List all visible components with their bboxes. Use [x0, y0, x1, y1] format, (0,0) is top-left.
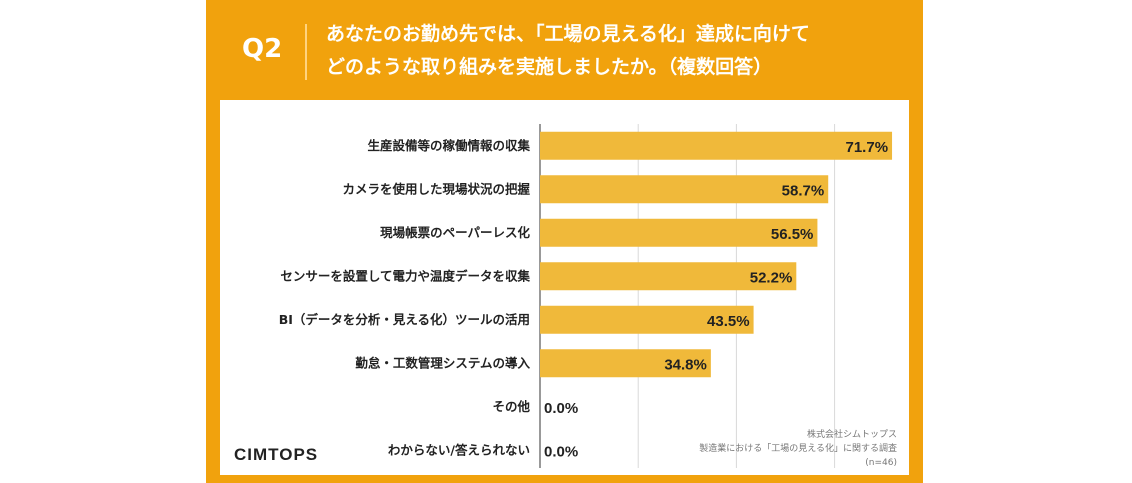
question-title: あなたのお勤め先では、「工場の見える化」達成に向けて どのような取り組みを実施し…	[326, 18, 906, 84]
category-label: センサーを設置して電力や温度データを収集	[280, 268, 530, 283]
category-label: 勤怠・工数管理システムの導入	[355, 355, 530, 370]
data-label: 0.0%	[544, 400, 578, 417]
header-divider	[305, 24, 307, 80]
data-label: 43.5%	[707, 313, 750, 330]
question-number: Q2	[242, 34, 283, 64]
category-label: カメラを使用した現場状況の把握	[342, 181, 530, 196]
data-label: 71.7%	[846, 139, 889, 156]
bar	[540, 262, 797, 291]
data-label: 56.5%	[771, 226, 814, 243]
bar	[540, 349, 711, 378]
bar-chart: 生産設備等の稼働情報の収集 71.7% カメラを使用した現場状況の把握 58.7% 現場…	[279, 124, 893, 468]
category-label: わからない/答えられない	[388, 442, 530, 457]
category-label: その他	[492, 399, 530, 414]
data-label: 58.7%	[782, 182, 825, 199]
chart-panel: 生産設備等の稼働情報の収集 71.7% カメラを使用した現場状況の把握 58.7% 現場…	[220, 100, 909, 475]
category-label: BI（データを分析・見える化）ツールの活用	[279, 312, 530, 327]
source-sample-size: (n=46)	[865, 458, 897, 468]
data-label: 34.8%	[664, 356, 707, 373]
category-label: 現場帳票のペーパーレス化	[380, 225, 530, 240]
bar	[540, 131, 893, 160]
bar	[540, 175, 829, 204]
bar	[540, 218, 818, 247]
source-note: 株式会社シムトップス 製造業における「工場の見える化」に関する調査 (n=46)	[699, 428, 897, 470]
bar	[540, 305, 754, 334]
brand-logo: CIMTOPS	[234, 445, 319, 464]
source-company: 株式会社シムトップス	[806, 430, 897, 440]
data-label: 52.2%	[750, 269, 793, 286]
source-survey: 製造業における「工場の見える化」に関する調査	[699, 444, 897, 454]
question-title-line2: どのような取り組みを実施しましたか。（複数回答）	[326, 56, 773, 78]
data-label: 0.0%	[544, 443, 578, 460]
question-title-line1: あなたのお勤め先では、「工場の見える化」達成に向けて	[326, 23, 810, 45]
question-header: Q2 あなたのお勤め先では、「工場の見える化」達成に向けて どのような取り組みを…	[206, 0, 923, 100]
category-label: 生産設備等の稼働情報の収集	[367, 138, 530, 153]
chart-frame: Q2 あなたのお勤め先では、「工場の見える化」達成に向けて どのような取り組みを…	[206, 0, 923, 483]
